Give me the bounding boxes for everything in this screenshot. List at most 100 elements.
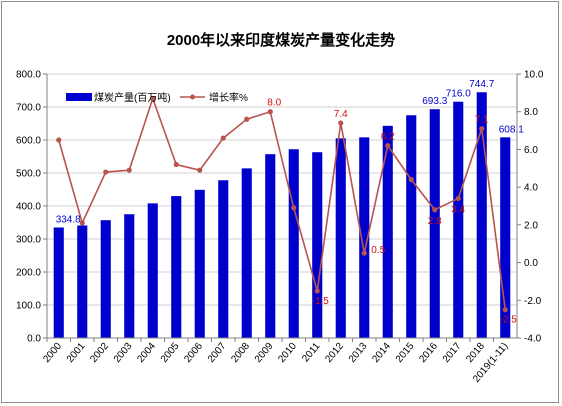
line-point bbox=[361, 250, 367, 256]
line-point bbox=[220, 135, 226, 141]
line-point bbox=[244, 116, 250, 122]
line-value-label: 6.2 bbox=[381, 132, 395, 143]
y-left-tick-label: 400.0 bbox=[16, 202, 41, 213]
line-point bbox=[173, 161, 179, 168]
x-tick-label: 2012 bbox=[323, 341, 346, 365]
line-point bbox=[338, 120, 344, 126]
y-right-tick-label: 10.0 bbox=[524, 70, 544, 81]
bar bbox=[429, 109, 440, 338]
legend-marker-line bbox=[190, 94, 195, 100]
legend-label-line: 增长率% bbox=[209, 91, 248, 104]
x-tick-label: 2009 bbox=[253, 341, 276, 365]
y-right-tick-label: 0.0 bbox=[524, 258, 538, 269]
x-tick-label: 2017 bbox=[441, 341, 464, 365]
line-value-label: 0.5 bbox=[371, 245, 385, 256]
bar bbox=[241, 168, 252, 338]
x-tick-label: 2008 bbox=[229, 341, 252, 365]
x-tick-label: 2013 bbox=[347, 341, 370, 365]
x-tick-label: 2007 bbox=[206, 341, 229, 365]
bar-value-label: 693.3 bbox=[422, 96, 447, 107]
y-right-tick-label: 4.0 bbox=[524, 183, 538, 194]
bar bbox=[359, 137, 370, 338]
x-tick-label: 2005 bbox=[159, 341, 182, 365]
x-tick-label: 2004 bbox=[135, 341, 158, 365]
x-tick-label: 2002 bbox=[88, 341, 111, 365]
x-tick-label: 2001 bbox=[65, 341, 88, 365]
legend-label-bar: 煤炭产量(百万吨) bbox=[94, 91, 171, 104]
line-point bbox=[502, 307, 508, 313]
y-left-tick-label: 0.0 bbox=[27, 334, 41, 345]
x-tick-label: 2010 bbox=[276, 341, 299, 365]
bar bbox=[100, 220, 111, 338]
bar bbox=[335, 138, 346, 338]
bar-series bbox=[53, 92, 511, 339]
x-tick-label: 2003 bbox=[112, 341, 135, 365]
line-point bbox=[385, 143, 391, 149]
line-series bbox=[56, 95, 508, 313]
axes: 0.0 100.0 200.0 300.0 400.0 500.0 600.0 700.0 80… bbox=[16, 70, 544, 385]
x-tick-label: 2016 bbox=[417, 341, 440, 365]
y-right-tick-label: 8.0 bbox=[524, 107, 538, 118]
bar bbox=[453, 101, 464, 338]
bar bbox=[147, 203, 158, 338]
bar bbox=[476, 92, 487, 339]
line-value-label: 8.0 bbox=[267, 98, 281, 109]
line-value-label: -2.5 bbox=[500, 315, 518, 326]
bar bbox=[265, 154, 276, 338]
growth-line bbox=[57, 96, 507, 310]
legend-swatch-bar bbox=[66, 93, 92, 101]
bar-value-label: 608.1 bbox=[499, 124, 524, 135]
line-point bbox=[56, 137, 62, 143]
y-right-tick-label: 2.0 bbox=[524, 220, 538, 231]
line-point bbox=[126, 167, 132, 173]
bar bbox=[312, 152, 323, 338]
line-point bbox=[79, 220, 85, 226]
line-value-label: 3.4 bbox=[451, 204, 465, 215]
y-left-tick-label: 300.0 bbox=[16, 235, 41, 246]
bar bbox=[406, 115, 417, 338]
line-point bbox=[479, 126, 485, 132]
line-point bbox=[150, 95, 156, 102]
y-left-tick-label: 500.0 bbox=[16, 169, 41, 180]
bar bbox=[288, 149, 299, 338]
line-point bbox=[103, 169, 109, 175]
bar bbox=[194, 189, 205, 338]
bar bbox=[382, 125, 393, 338]
y-left-tick-label: 800.0 bbox=[16, 70, 41, 81]
bar-value-label: 334.8 bbox=[56, 215, 81, 226]
y-left-tick-label: 700.0 bbox=[16, 103, 41, 114]
y-right-tick-label: -4.0 bbox=[524, 334, 542, 345]
chart-title: 2000年以来印度煤炭产量变化走势 bbox=[167, 31, 395, 49]
x-tick-label: 2014 bbox=[370, 341, 393, 365]
bar bbox=[124, 214, 135, 338]
line-point bbox=[291, 205, 297, 211]
bar bbox=[218, 180, 229, 338]
line-value-label: 2.8 bbox=[428, 216, 442, 227]
y-right-tick-label: -2.0 bbox=[524, 296, 542, 307]
y-right-tick-label: 6.0 bbox=[524, 145, 538, 156]
bar bbox=[53, 227, 64, 338]
line-point bbox=[408, 177, 414, 183]
line-point bbox=[197, 167, 203, 173]
line-value-label: 7.4 bbox=[334, 109, 348, 120]
bar bbox=[500, 137, 511, 338]
x-tick-label: 2015 bbox=[394, 341, 417, 365]
x-tick-label: 2006 bbox=[182, 341, 205, 365]
y-left-tick-label: 200.0 bbox=[16, 268, 41, 279]
y-left-tick-label: 600.0 bbox=[16, 136, 41, 147]
line-value-label: -1.5 bbox=[312, 296, 330, 307]
gridlines bbox=[47, 73, 517, 339]
x-tick-label: 2000 bbox=[41, 341, 64, 365]
bar bbox=[171, 196, 182, 338]
line-point bbox=[432, 207, 438, 213]
y-left-tick-label: 100.0 bbox=[16, 301, 41, 312]
line-value-label: 7.1 bbox=[475, 115, 489, 126]
line-point bbox=[314, 288, 320, 294]
legend: 煤炭产量(百万吨) 增长率% bbox=[66, 91, 248, 104]
bar-value-label: 716.0 bbox=[446, 89, 471, 100]
line-point bbox=[267, 109, 273, 115]
x-tick-label: 2011 bbox=[300, 341, 323, 365]
